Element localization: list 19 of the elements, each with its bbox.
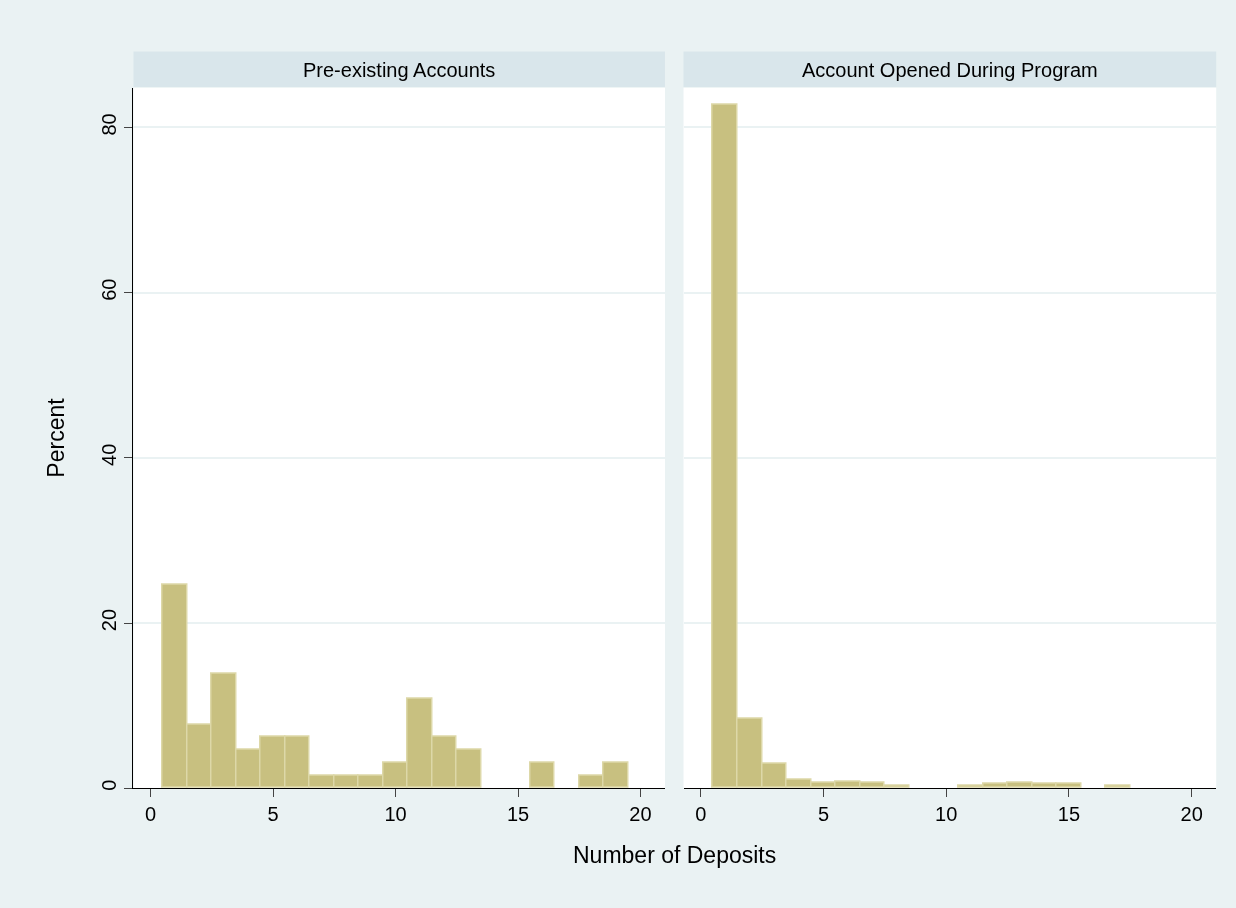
chart-title: Account Opened During Program [802, 59, 1098, 81]
x-tick-label: 20 [629, 803, 652, 826]
x-tick-label: 10 [935, 803, 958, 826]
y-tick-label: 40 [98, 443, 121, 466]
x-tick-label: 5 [817, 803, 829, 826]
y-axis-title: Percent [42, 397, 69, 478]
x-tick-label: 0 [145, 803, 157, 826]
x-tick-label: 10 [384, 803, 407, 826]
x-tick-label: 15 [506, 803, 530, 826]
y-tick-label: 20 [98, 608, 121, 632]
x-tick-label: 20 [1180, 803, 1203, 826]
y-tick-label: 60 [98, 278, 121, 301]
x-tick-label: 15 [1057, 803, 1081, 826]
y-tick-label: 80 [98, 113, 121, 136]
x-tick-label: 5 [267, 803, 279, 826]
y-tick-label: 0 [98, 779, 121, 791]
x-tick-label: 0 [695, 803, 707, 826]
x-axis-title: Number of Deposits [573, 842, 777, 868]
chart-title: Pre-existing Accounts [303, 59, 496, 81]
